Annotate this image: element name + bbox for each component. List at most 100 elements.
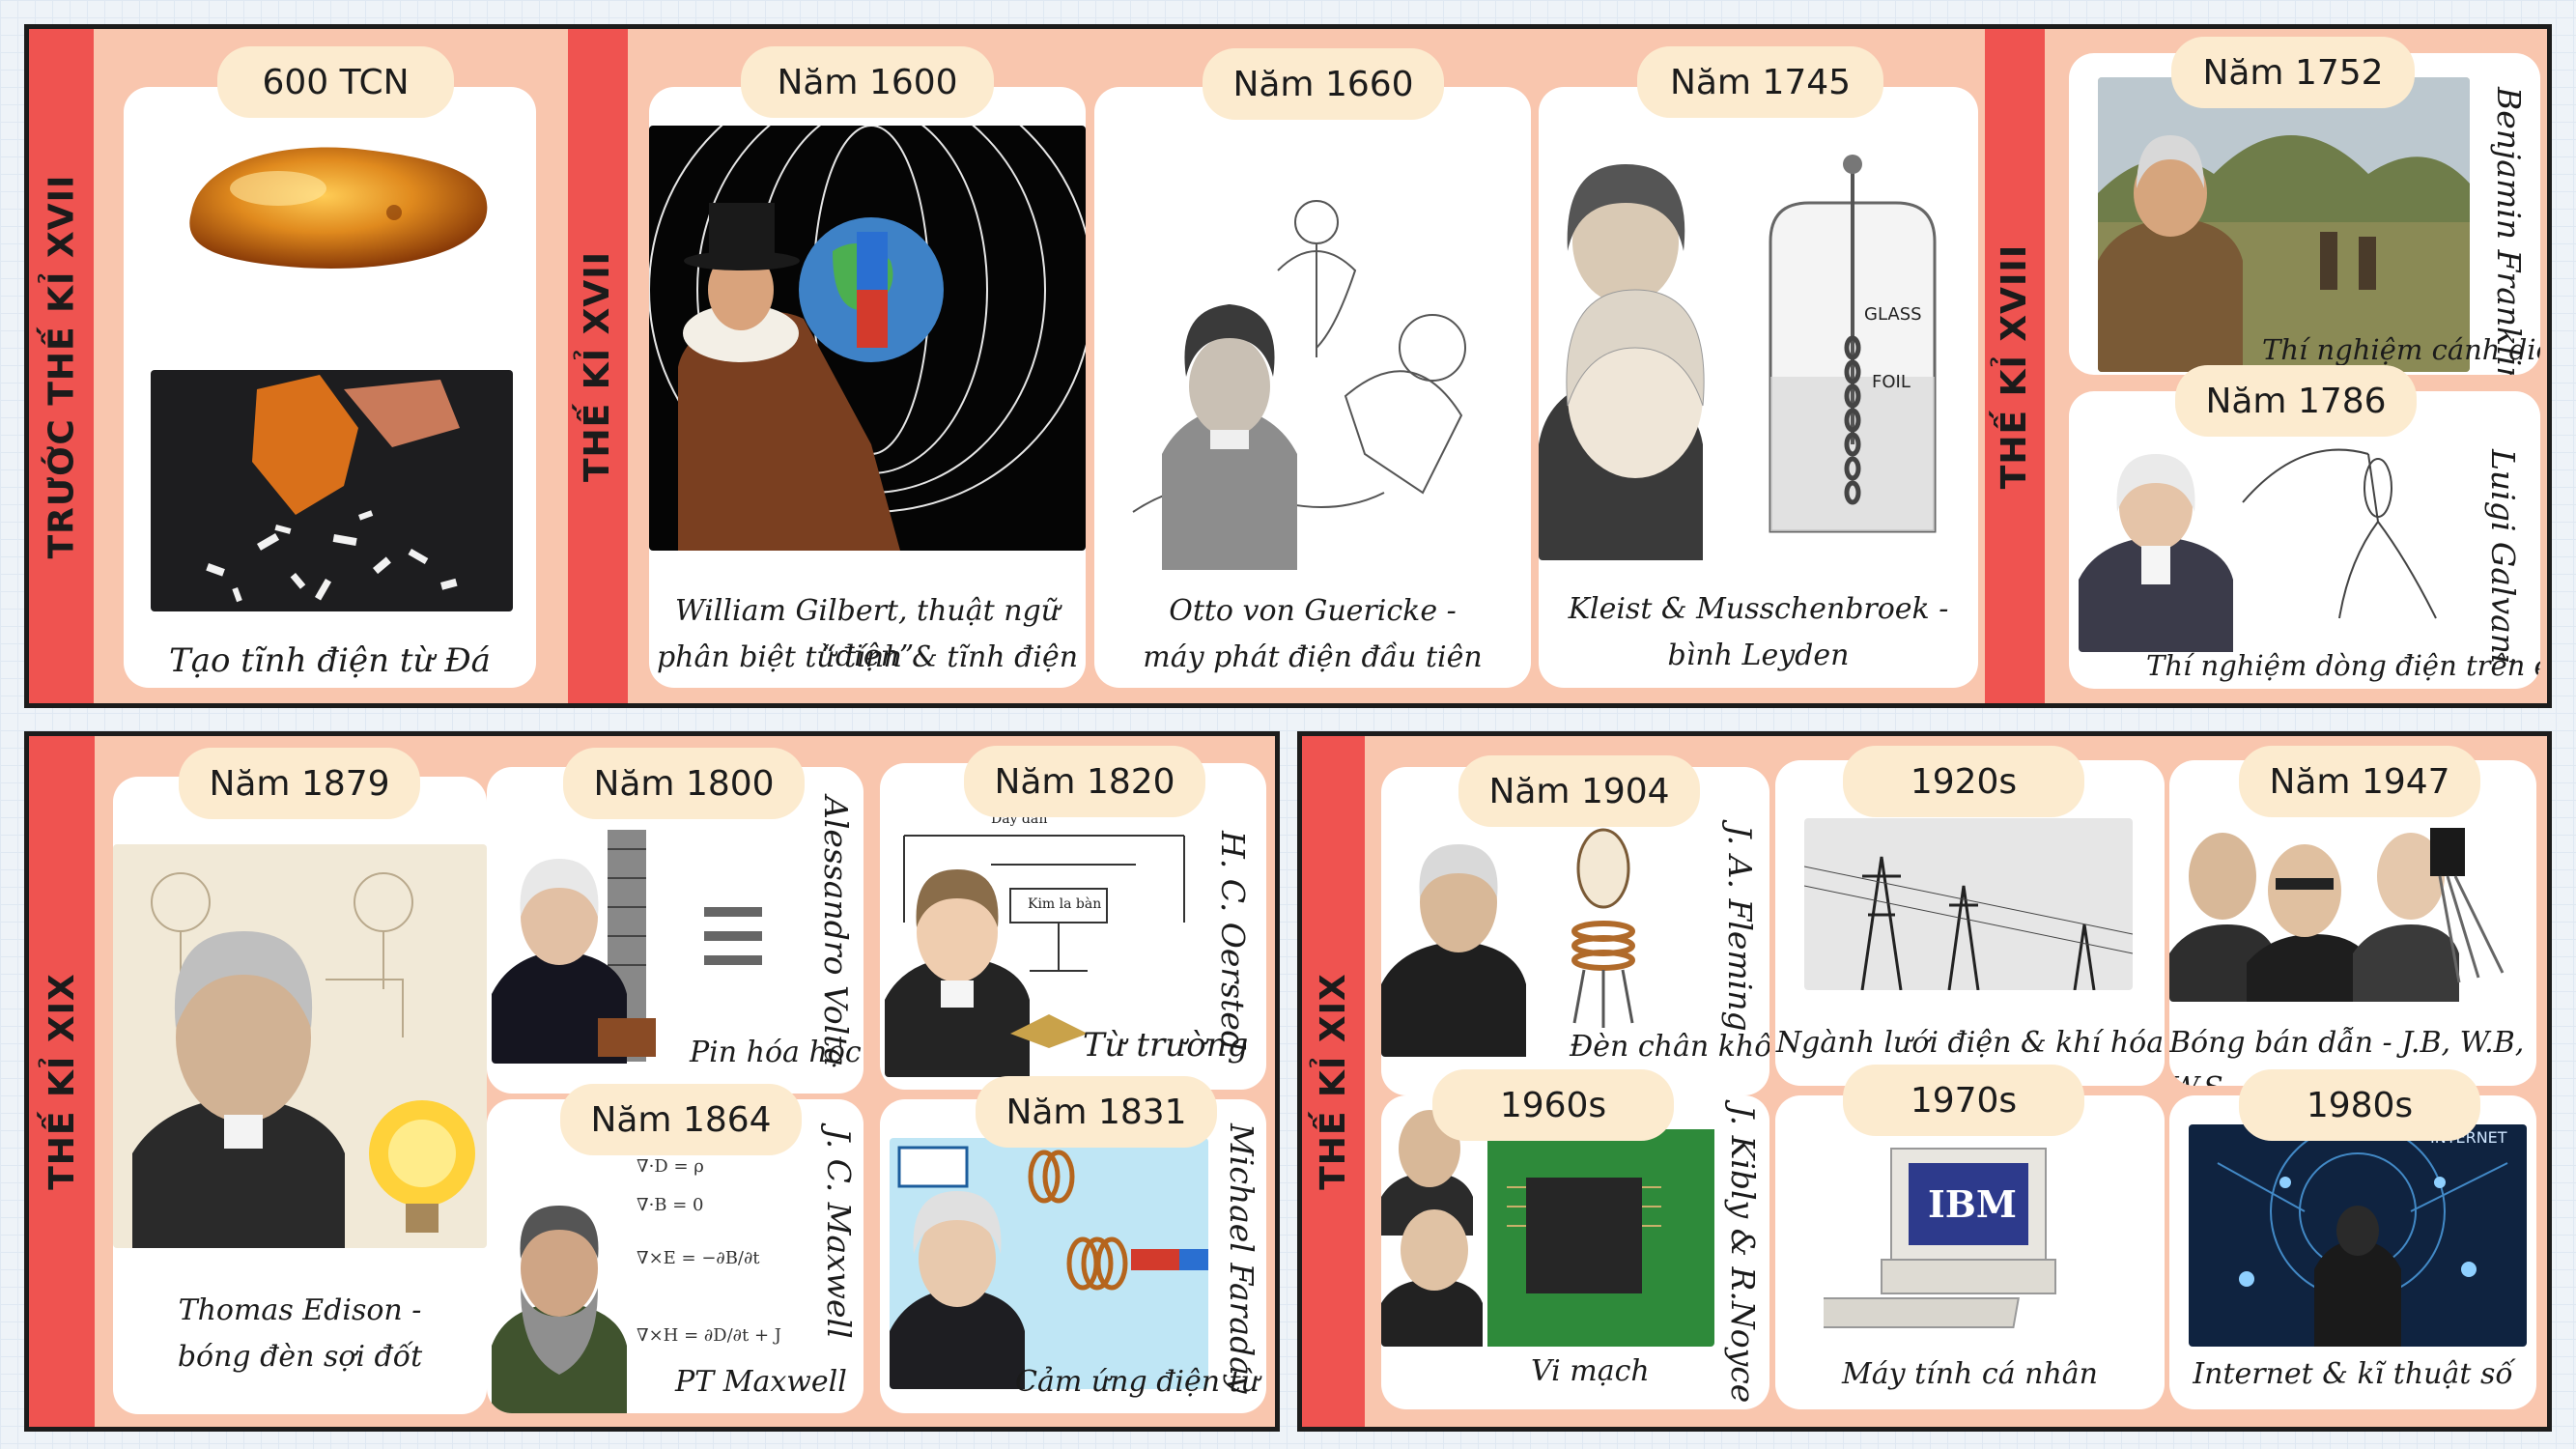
- date-badge-maxwell: Năm 1864: [560, 1084, 802, 1155]
- caption-leyden-line2: bình Leyden: [1667, 639, 1850, 672]
- bottom-left-timeline-panel: THẾ KỈ XIX Năm 1879 Thomas Edison - bóng…: [24, 731, 1280, 1432]
- era-bar-c19b: THẾ KỈ XIX: [1302, 736, 1365, 1427]
- leyden-foil-label: FOIL: [1872, 372, 1911, 392]
- date-badge-edison: Năm 1879: [179, 748, 420, 819]
- caption-internet: Internet & kĩ thuật số: [2193, 1357, 2513, 1391]
- oersted-compass-label: Kim la bàn: [1028, 896, 1102, 912]
- date-badge-amber: 600 TCN: [217, 46, 454, 118]
- card-faraday[interactable]: Michael Faraday Cảm ứng điện từ: [880, 1099, 1266, 1413]
- era-bar-c17: THẾ KỈ XVII: [568, 29, 628, 703]
- era-bar-c18: THẾ KỈ XVIII: [1985, 29, 2045, 703]
- date-badge-pc: 1970s: [1843, 1065, 2084, 1136]
- era-label-c19a: THẾ KỈ XIX: [42, 973, 82, 1190]
- grid-pylons-image: [1804, 818, 2133, 990]
- guericke-engraving-image: [1104, 164, 1510, 570]
- franklin-name-label: Benjamin Franklin: [2490, 87, 2528, 375]
- leyden-glass-label: GLASS: [1864, 304, 1922, 325]
- caption-transistor: Bóng bán dẫn - J.B, W.B, W.S: [2169, 1026, 2525, 1086]
- card-gilbert[interactable]: William Gilbert, thuật ngữ “điện” phân b…: [649, 87, 1086, 688]
- caption-gilbert-line1: William Gilbert, thuật ngữ “điện”: [674, 594, 1061, 673]
- svg-text:∇×H = ∂D/∂t + J: ∇×H = ∂D/∂t + J: [637, 1325, 781, 1346]
- date-badge-grid: 1920s: [1843, 746, 2084, 817]
- caption-guericke-line2: máy phát điện đầu tiên: [1143, 640, 1483, 674]
- caption-chip: Vi mạch: [1531, 1354, 1650, 1388]
- caption-maxwell: PT Maxwell: [675, 1365, 847, 1399]
- era-bar-c19a: THẾ KỈ XIX: [29, 736, 95, 1427]
- pc-image: IBM: [1824, 1144, 2113, 1342]
- caption-volta: Pin hóa học: [690, 1036, 862, 1069]
- date-badge-transistor: Năm 1947: [2239, 746, 2480, 817]
- card-internet[interactable]: INTERNET Internet & kĩ thuật số: [2169, 1095, 2536, 1409]
- era-label-c18: THẾ KỈ XVIII: [1995, 243, 2035, 489]
- top-timeline-panel: TRƯỚC THẾ KỈ XVII THẾ KỈ XVII THẾ KỈ XVI…: [24, 24, 2552, 708]
- amber-paper-bits-image: [151, 370, 513, 611]
- faraday-induction-image: [890, 1138, 1208, 1389]
- chip-image: [1381, 1110, 1714, 1347]
- date-badge-leyden: Năm 1745: [1637, 46, 1883, 118]
- volta-name-label: Alessandro Volta: [817, 796, 855, 1067]
- galvani-name-label: Luigi Galvani: [2484, 449, 2522, 665]
- caption-galvani: Thí nghiệm dòng điện trên ếch: [2146, 649, 2540, 682]
- date-badge-faraday: Năm 1831: [976, 1076, 1217, 1148]
- leyden-jar-image: GLASS FOIL: [1539, 155, 1978, 560]
- chip-name-label: J. Kibly & R.Noyce: [1724, 1105, 1762, 1404]
- volta-pile-image: [492, 810, 810, 1064]
- fleming-vacuum-tube-image: [1381, 810, 1710, 1057]
- oersted-compass-image: Dây dẫn Kim la bàn: [885, 807, 1203, 1077]
- caption-faraday: Cảm ứng điện từ: [1015, 1365, 1260, 1399]
- date-badge-gilbert: Năm 1600: [741, 46, 994, 118]
- card-fleming[interactable]: J. A. Fleming Đèn chân không: [1381, 767, 1769, 1095]
- card-chip[interactable]: J. Kibly & R.Noyce Vi mạch: [1381, 1095, 1769, 1409]
- card-leyden[interactable]: GLASS FOIL Kleist & Musschenbroek - bình…: [1539, 87, 1978, 688]
- internet-image: INTERNET: [2189, 1124, 2527, 1347]
- date-badge-volta: Năm 1800: [563, 748, 805, 819]
- svg-text:∇×E = −∂B/∂t: ∇×E = −∂B/∂t: [637, 1248, 760, 1268]
- card-franklin[interactable]: Benjamin Franklin Thí nghiệm cánh diều: [2069, 53, 2540, 375]
- caption-gilbert-line2: phân biệt từ tính & tĩnh điện: [656, 640, 1079, 674]
- card-edison[interactable]: Thomas Edison - bóng đèn sợi đốt: [113, 777, 487, 1414]
- edison-portrait-image: [113, 844, 487, 1248]
- svg-text:∇·D = ρ: ∇·D = ρ: [637, 1156, 704, 1177]
- date-badge-oersted: Năm 1820: [964, 746, 1205, 817]
- oersted-name-label: H. C. Oersted: [1214, 831, 1252, 1052]
- card-pc[interactable]: IBM Máy tính cá nhân: [1775, 1095, 2165, 1409]
- date-badge-chip: 1960s: [1432, 1069, 1674, 1141]
- amber-stone-image: [172, 135, 500, 280]
- franklin-kite-image: [2098, 77, 2470, 372]
- caption-oersted: Từ trường: [1083, 1026, 1249, 1065]
- date-badge-internet: 1980s: [2239, 1069, 2480, 1141]
- card-galvani[interactable]: Luigi Galvani Thí nghiệm dòng điện trên …: [2069, 391, 2540, 689]
- transistor-inventors-image: [2169, 818, 2536, 1002]
- card-guericke[interactable]: Otto von Guericke - máy phát điện đầu ti…: [1094, 87, 1531, 688]
- era-label-pre17: TRƯỚC THẾ KỈ XVII: [42, 174, 82, 558]
- caption-grid: Ngành lưới điện & khí hóa: [1775, 1026, 2165, 1060]
- maxwell-name-label: J. C. Maxwell: [820, 1128, 858, 1339]
- caption-fleming: Đèn chân không: [1570, 1030, 1769, 1064]
- maxwell-equations-image: ∇·D = ρ ∇·B = 0 ∇×E = −∂B/∂t ∇×H = ∂D/∂t…: [492, 1152, 801, 1413]
- caption-franklin: Thí nghiệm cánh diều: [2262, 333, 2540, 366]
- card-transistor[interactable]: Bóng bán dẫn - J.B, W.B, W.S: [2169, 760, 2536, 1086]
- caption-edison-line2: bóng đèn sợi đốt: [177, 1340, 423, 1374]
- date-badge-franklin: Năm 1752: [2171, 37, 2415, 108]
- faraday-name-label: Michael Faraday: [1223, 1123, 1260, 1394]
- fleming-name-label: J. A. Fleming: [1721, 825, 1759, 1032]
- card-grid[interactable]: Ngành lưới điện & khí hóa: [1775, 760, 2165, 1086]
- caption-leyden-line1: Kleist & Musschenbroek -: [1568, 592, 1949, 626]
- date-badge-galvani: Năm 1786: [2175, 365, 2417, 437]
- caption-pc: Máy tính cá nhân: [1842, 1357, 2098, 1391]
- era-bar-pre17: TRƯỚC THẾ KỈ XVII: [29, 29, 94, 703]
- caption-guericke-line1: Otto von Guericke -: [1169, 594, 1457, 628]
- galvani-frog-image: [2079, 435, 2484, 652]
- card-oersted[interactable]: Dây dẫn Kim la bàn H. C. Oersted Từ trườ…: [880, 763, 1266, 1090]
- era-label-c17: THẾ KỈ XVII: [578, 250, 618, 482]
- gilbert-magnet-image: [649, 126, 1086, 551]
- caption-edison-line1: Thomas Edison -: [178, 1293, 422, 1327]
- svg-text:∇·B = 0: ∇·B = 0: [637, 1195, 704, 1215]
- pc-brand-label: IBM: [1928, 1182, 2017, 1226]
- date-badge-guericke: Năm 1660: [1203, 48, 1444, 120]
- era-label-c19b: THẾ KỈ XIX: [1314, 973, 1354, 1190]
- card-amber[interactable]: Tạo tĩnh điện từ Đá Amber: [124, 87, 536, 688]
- bottom-right-timeline-panel: THẾ KỈ XIX Năm 1904 J. A. Fleming Đèn ch…: [1297, 731, 2552, 1432]
- card-volta[interactable]: Alessandro Volta Pin hóa học: [487, 767, 863, 1094]
- caption-amber: Tạo tĩnh điện từ Đá Amber: [169, 641, 491, 680]
